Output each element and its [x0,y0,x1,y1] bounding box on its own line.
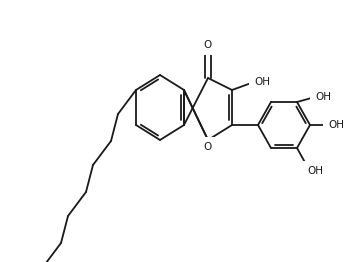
Text: O: O [204,40,212,50]
Text: OH: OH [254,77,270,87]
Text: OH: OH [315,92,331,102]
Text: O: O [204,142,212,152]
Text: OH: OH [307,166,323,176]
Text: OH: OH [328,120,344,130]
